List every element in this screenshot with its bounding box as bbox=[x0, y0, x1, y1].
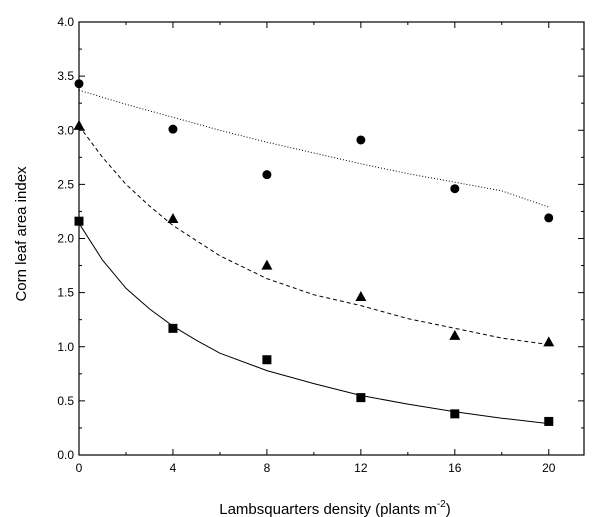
square-point bbox=[356, 393, 366, 403]
triangle-point bbox=[261, 259, 273, 270]
x-tick-label: 0 bbox=[76, 461, 83, 475]
x-tick-label: 8 bbox=[264, 461, 271, 475]
circle-point bbox=[356, 135, 366, 145]
axes-group: 0 4 8 12 16 20 0.0 0.5 1.0 1.5 2.0 2.5 3.0 3.5 4.0 bbox=[57, 15, 585, 475]
y-tick-label: 3.0 bbox=[57, 123, 74, 137]
x-tick-label: 12 bbox=[354, 461, 368, 475]
triangle-point bbox=[355, 290, 367, 301]
y-tick-label: 0.0 bbox=[57, 448, 74, 462]
plot-frame bbox=[78, 21, 585, 456]
circle-point bbox=[74, 79, 84, 89]
y-tick-label: 2.5 bbox=[57, 177, 74, 191]
y-tick-label: 3.5 bbox=[57, 69, 74, 83]
y-tick-label: 4.0 bbox=[57, 15, 74, 29]
triangle-point bbox=[167, 213, 179, 224]
circle-point bbox=[168, 124, 178, 134]
square-point bbox=[168, 323, 178, 333]
fit-lines bbox=[78, 89, 549, 425]
circle-point bbox=[262, 170, 272, 180]
circle-fit-line bbox=[78, 89, 549, 208]
square-point bbox=[544, 416, 554, 426]
x-axis-title: Lambsquarters density (plants m-2) bbox=[219, 499, 451, 517]
square-point bbox=[450, 409, 460, 419]
x-tick-label: 20 bbox=[542, 461, 556, 475]
square-point bbox=[74, 216, 84, 226]
y-axis-title: Corn leaf area index bbox=[13, 166, 30, 302]
y-tick-label: 2.0 bbox=[57, 232, 74, 246]
x-tick-label: 4 bbox=[170, 461, 177, 475]
circle-point bbox=[544, 213, 554, 223]
triangle-point bbox=[449, 329, 461, 340]
triangle-point bbox=[543, 336, 555, 347]
y-tick-label: 1.0 bbox=[57, 340, 74, 354]
square-fit-line bbox=[78, 223, 549, 425]
y-tick-label: 0.5 bbox=[57, 394, 74, 408]
circle-point bbox=[450, 184, 460, 194]
triangle-fit-line bbox=[78, 125, 549, 346]
data-points bbox=[73, 79, 555, 426]
square-point bbox=[262, 355, 272, 365]
x-tick-label: 16 bbox=[448, 461, 462, 475]
triangle-point bbox=[73, 119, 85, 130]
y-tick-label: 1.5 bbox=[57, 286, 74, 300]
